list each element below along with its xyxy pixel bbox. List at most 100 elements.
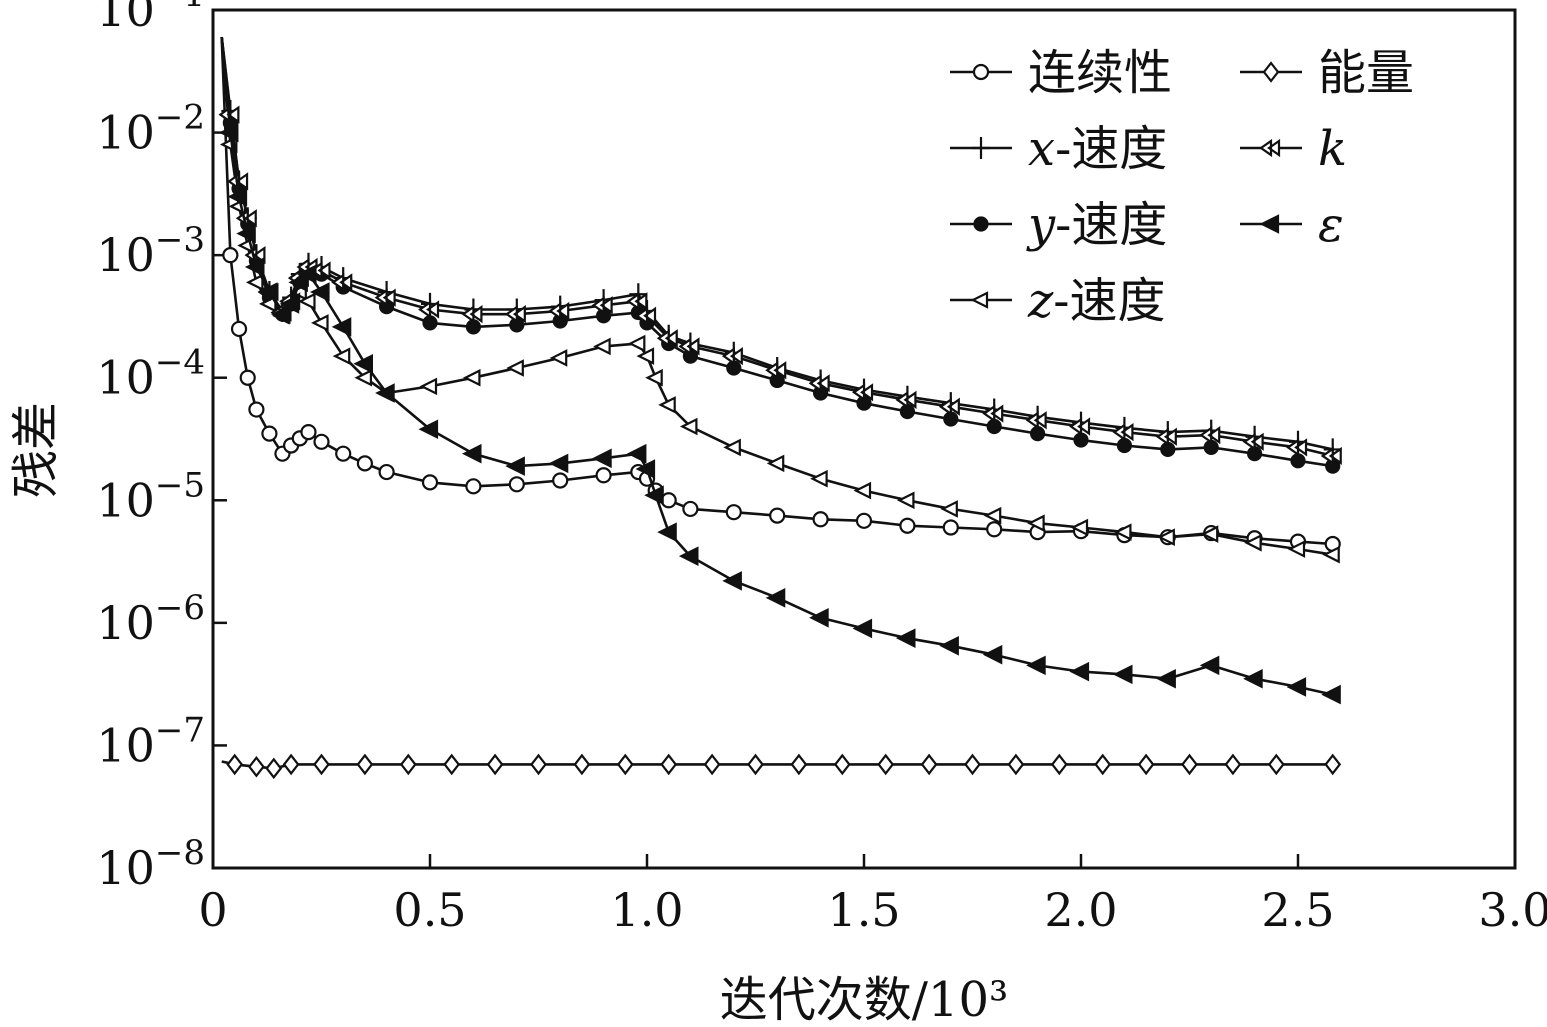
data-point [279, 294, 300, 314]
data-point [421, 474, 439, 491]
data-point [942, 519, 959, 536]
data-point [592, 448, 612, 469]
data-point [790, 753, 808, 776]
data-point [257, 282, 278, 302]
data-point [896, 491, 915, 510]
data-point [245, 273, 264, 292]
data-point [311, 314, 329, 332]
data-point [1286, 438, 1308, 457]
data-point [1050, 753, 1068, 776]
data-point [1267, 753, 1285, 776]
data-point [227, 186, 248, 207]
data-point [1244, 534, 1262, 552]
x-tick-label: 1.0 [610, 883, 683, 937]
data-point [721, 347, 743, 366]
legend-item: ε [1240, 197, 1344, 253]
data-point [853, 481, 872, 500]
x-axis-title: 迭代次数/10³ [720, 972, 1009, 1027]
data-point [747, 753, 764, 776]
legend-label: y-速度 [1026, 197, 1167, 253]
data-point [983, 506, 1002, 525]
data-point [616, 753, 634, 776]
data-point [660, 492, 677, 509]
x-tick-label: 0.5 [393, 883, 466, 937]
data-point [593, 337, 611, 356]
data-point [982, 644, 1003, 665]
data-point [1224, 753, 1242, 776]
data-point [1070, 518, 1089, 537]
data-point [218, 122, 239, 143]
data-point [972, 137, 990, 159]
data-point [504, 305, 526, 324]
data-point [248, 401, 265, 418]
data-point [644, 485, 664, 505]
data-point [982, 404, 1004, 423]
data-point [920, 753, 938, 776]
x-tick-label: 1.5 [827, 883, 900, 937]
y-tick-label: 10−2 [96, 98, 205, 160]
data-point [626, 292, 648, 311]
data-point [1155, 427, 1177, 446]
data-point [809, 608, 829, 628]
data-point [530, 753, 547, 776]
data-point [1287, 540, 1306, 558]
data-point [236, 223, 256, 244]
data-point [973, 216, 989, 232]
data-point [986, 521, 1003, 538]
y-tick-label: 10−1 [96, 0, 205, 37]
data-point [335, 445, 352, 462]
y-tick-label: 10−4 [96, 343, 205, 405]
series-7 [218, 37, 1341, 705]
data-point [722, 571, 742, 591]
data-point [595, 467, 612, 484]
data-point [635, 459, 656, 479]
series-line [221, 760, 1333, 770]
data-point [852, 618, 873, 639]
data-point [1262, 61, 1280, 83]
data-point [226, 753, 244, 776]
legend-label: 连续性 [1028, 45, 1172, 101]
data-point [852, 383, 874, 402]
data-point [636, 347, 655, 365]
data-point [549, 349, 568, 367]
data-point [855, 512, 873, 529]
data-point [703, 753, 721, 776]
data-point [1242, 432, 1264, 451]
data-point [660, 753, 678, 776]
data-point [1112, 664, 1133, 685]
data-point [548, 453, 569, 474]
data-point [548, 301, 570, 321]
data-point [635, 306, 657, 325]
data-point [1116, 437, 1133, 454]
data-point [1321, 684, 1341, 705]
data-point [895, 390, 917, 409]
data-point [938, 397, 960, 416]
data-point [261, 425, 278, 442]
data-point [1200, 525, 1219, 543]
series-5 [221, 753, 1342, 780]
x-axis-ticks: 0 0.5 1.0 1.5 2.0 2.5 3.0 [198, 854, 1547, 937]
data-point [353, 353, 373, 374]
data-point [461, 305, 483, 324]
data-point [222, 247, 239, 264]
data-point [399, 753, 417, 776]
legend-item: z-速度 [950, 273, 1166, 329]
series-3 [220, 37, 1341, 474]
data-point [627, 334, 646, 353]
data-point [1181, 753, 1198, 776]
data-point [1156, 668, 1176, 689]
y-tick-label: 10−7 [96, 710, 205, 772]
data-point [230, 320, 248, 338]
data-point [1324, 753, 1342, 776]
data-point [1259, 138, 1281, 158]
data-point [1137, 753, 1155, 776]
data-point [506, 359, 524, 377]
data-point [970, 291, 989, 309]
y-tick-label: 10−8 [96, 833, 205, 895]
data-point [288, 272, 308, 293]
x-tick-label: 0 [198, 883, 227, 937]
data-point [282, 753, 300, 776]
data-point [765, 588, 786, 608]
data-point [239, 369, 256, 386]
series-layer [218, 37, 1342, 780]
